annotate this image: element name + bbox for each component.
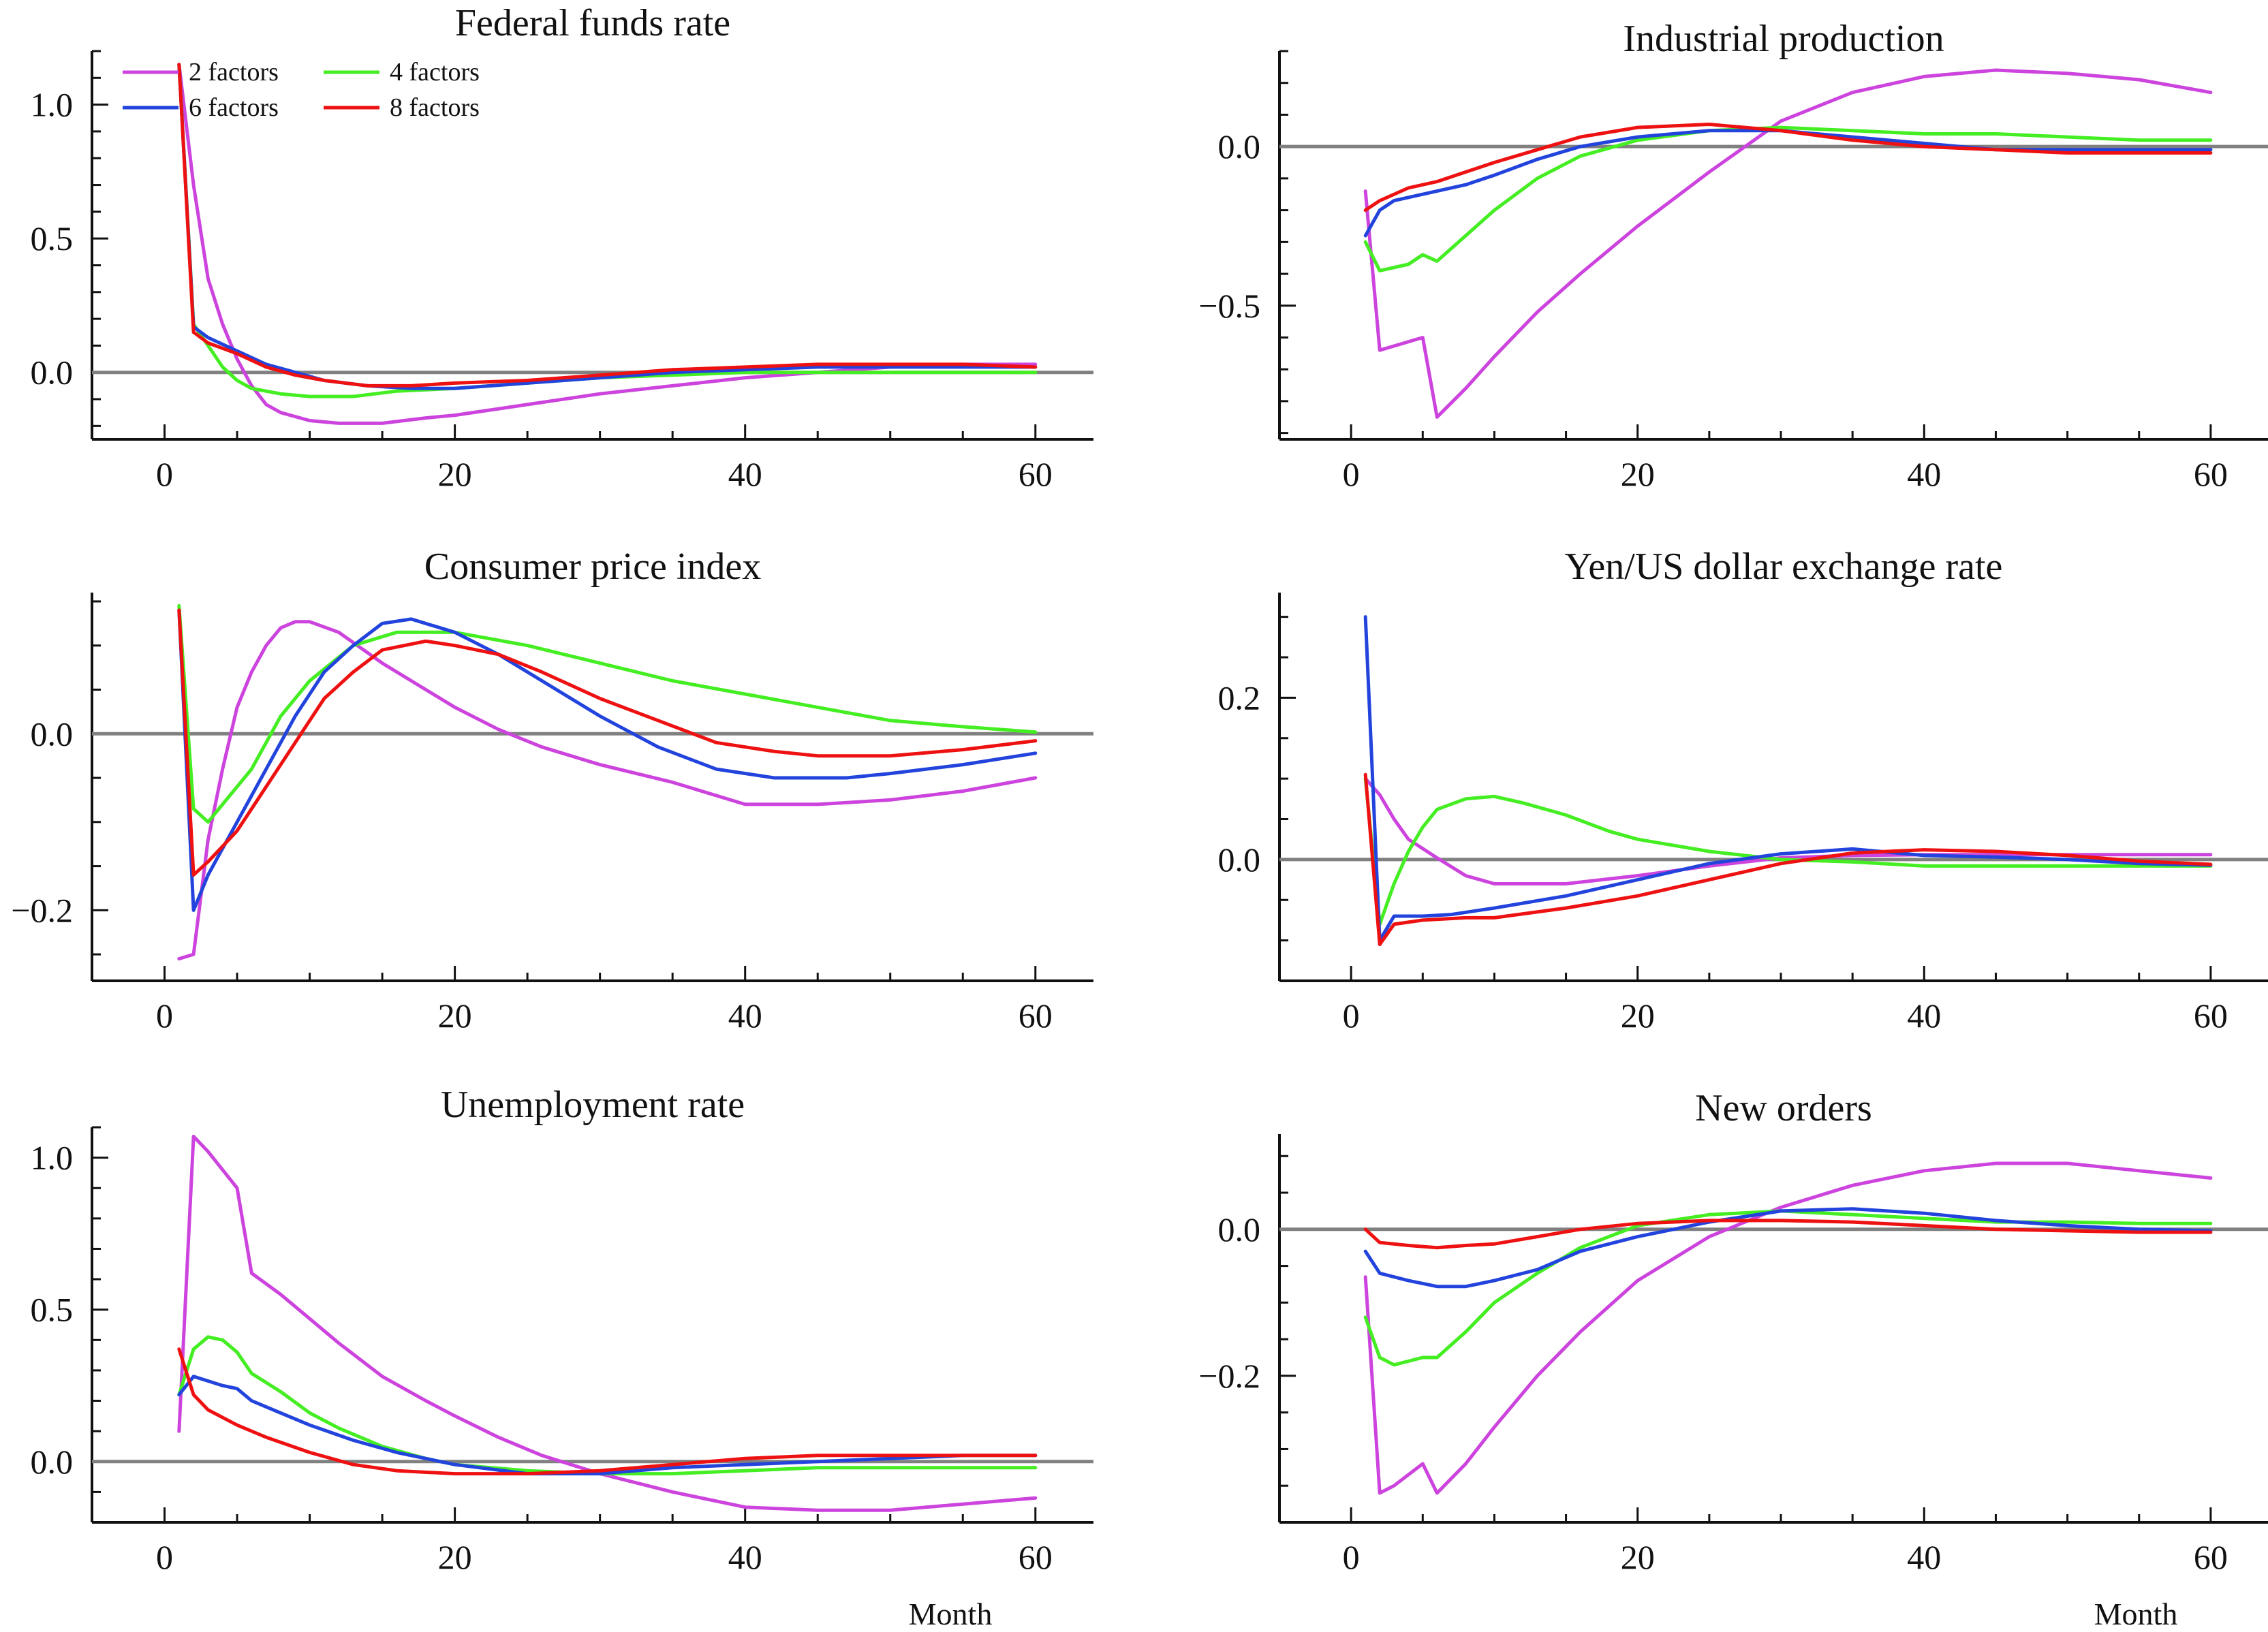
panel-yen-us-dollar-exchange-rate: Yen/US dollar exchange rate 0 20 40 60 0.0 0.2 bbox=[1218, 546, 2268, 1035]
series-line-4-factors bbox=[1363, 125, 2213, 272]
series-line-6-factors bbox=[177, 1375, 1038, 1476]
legend-label: 8 factors bbox=[390, 93, 480, 122]
series-line-6-factors bbox=[177, 63, 1038, 390]
panel-unemployment-rate: Unemployment rate 0 20 40 60 0.0 0.5 1.0 bbox=[31, 1084, 1093, 1576]
y-tick-label: 0.0 bbox=[1218, 1210, 1261, 1249]
series-line-8-factors bbox=[177, 63, 1038, 388]
x-tick-label: 20 bbox=[438, 455, 472, 493]
x-tick-label: 40 bbox=[728, 997, 762, 1035]
series-line-8-factors bbox=[177, 608, 1038, 877]
series-line-2-factors bbox=[177, 620, 1038, 961]
y-tick-label: 0.0 bbox=[31, 1443, 74, 1481]
x-tick-label: 0 bbox=[156, 1538, 173, 1576]
legend-item-4-factors: 4 factors bbox=[324, 58, 480, 87]
panel-new-orders: New orders 0 20 40 60 −0.2 0.0 bbox=[1198, 1087, 2268, 1576]
panel-industrial-production: Industrial production 0 20 40 60 −0.5 0.0 bbox=[1198, 18, 2268, 493]
series-line-2-factors bbox=[177, 63, 1038, 425]
chart-title: Consumer price index bbox=[424, 546, 762, 588]
panel-consumer-price-index: Consumer price index 0 20 40 60 −0.2 0.0 bbox=[11, 546, 1093, 1035]
series-line-2-factors bbox=[1363, 68, 2213, 419]
series-line-6-factors bbox=[1363, 615, 2213, 943]
y-tick-label: 0.2 bbox=[1218, 678, 1261, 717]
legend-label: 4 factors bbox=[390, 58, 480, 87]
y-tick-label: −0.2 bbox=[11, 891, 73, 929]
y-tick-label: 0.5 bbox=[31, 1291, 74, 1329]
y-tick-label: 1.0 bbox=[31, 86, 74, 124]
y-tick-label: 0.0 bbox=[1218, 841, 1261, 879]
series-line-4-factors bbox=[177, 603, 1038, 824]
x-tick-label: 20 bbox=[1621, 997, 1655, 1035]
panel-federal-funds-rate: Federal funds rate 0 20 40 60 0.0 0.5 1.0 bbox=[31, 2, 1093, 493]
y-tick-label: 0.0 bbox=[31, 715, 74, 753]
x-tick-label: 0 bbox=[1343, 455, 1360, 493]
legend-label: 2 factors bbox=[189, 58, 279, 87]
legend-item-6-factors: 6 factors bbox=[123, 93, 279, 122]
x-axis-label-right: Month bbox=[2094, 1597, 2178, 1631]
series-line-4-factors bbox=[1363, 1209, 2213, 1367]
y-tick-label: 0.0 bbox=[1218, 127, 1261, 166]
y-tick-label: 1.0 bbox=[31, 1139, 74, 1177]
x-tick-label: 0 bbox=[1343, 1538, 1360, 1576]
series-line-4-factors bbox=[177, 63, 1038, 398]
x-tick-label: 20 bbox=[438, 1538, 472, 1576]
chart-title: Industrial production bbox=[1623, 18, 1944, 60]
legend-item-2-factors: 2 factors bbox=[123, 58, 279, 87]
x-tick-label: 60 bbox=[2194, 997, 2228, 1035]
x-tick-label: 40 bbox=[1907, 455, 1941, 493]
x-tick-label: 60 bbox=[2194, 455, 2228, 493]
y-tick-label: −0.5 bbox=[1198, 287, 1260, 325]
series-line-2-factors bbox=[1363, 776, 2213, 885]
y-tick-label: −0.2 bbox=[1198, 1357, 1260, 1395]
series-line-6-factors bbox=[1363, 1207, 2213, 1289]
legend-label: 6 factors bbox=[189, 93, 279, 122]
x-tick-label: 0 bbox=[156, 455, 173, 493]
series-line-4-factors bbox=[1363, 776, 2213, 926]
x-tick-label: 40 bbox=[1907, 1538, 1941, 1576]
x-tick-label: 0 bbox=[156, 997, 173, 1035]
x-tick-label: 60 bbox=[2194, 1538, 2228, 1576]
y-tick-label: 0.5 bbox=[31, 219, 74, 257]
series-line-2-factors bbox=[177, 1134, 1038, 1512]
series-line-8-factors bbox=[1363, 123, 2213, 213]
x-tick-label: 60 bbox=[1019, 997, 1053, 1035]
legend: 2 factors 4 factors 6 factors 8 factors bbox=[123, 58, 480, 122]
x-tick-label: 20 bbox=[438, 997, 472, 1035]
x-tick-label: 40 bbox=[1907, 997, 1941, 1035]
series-line-6-factors bbox=[177, 608, 1038, 912]
x-tick-label: 20 bbox=[1621, 455, 1655, 493]
x-tick-label: 60 bbox=[1019, 455, 1053, 493]
chart-title: Unemployment rate bbox=[441, 1084, 745, 1126]
chart-title: New orders bbox=[1695, 1087, 1872, 1129]
series-line-8-factors bbox=[177, 1347, 1038, 1476]
x-tick-label: 40 bbox=[728, 1538, 762, 1576]
series-line-8-factors bbox=[1363, 772, 2213, 947]
legend-item-8-factors: 8 factors bbox=[324, 93, 480, 122]
chart-panels: Federal funds rate 0 20 40 60 0.0 0.5 1.0 Indust… bbox=[11, 2, 2268, 1576]
chart-title: Yen/US dollar exchange rate bbox=[1565, 546, 2003, 588]
x-tick-label: 60 bbox=[1019, 1538, 1053, 1576]
x-axis-label-left: Month bbox=[909, 1597, 993, 1631]
series-line-8-factors bbox=[1363, 1219, 2213, 1250]
y-tick-label: 0.0 bbox=[31, 354, 74, 392]
x-tick-label: 20 bbox=[1621, 1538, 1655, 1576]
x-tick-label: 0 bbox=[1343, 997, 1360, 1035]
x-tick-label: 40 bbox=[728, 455, 762, 493]
chart-title: Federal funds rate bbox=[455, 2, 730, 44]
series-line-2-factors bbox=[1363, 1161, 2213, 1495]
